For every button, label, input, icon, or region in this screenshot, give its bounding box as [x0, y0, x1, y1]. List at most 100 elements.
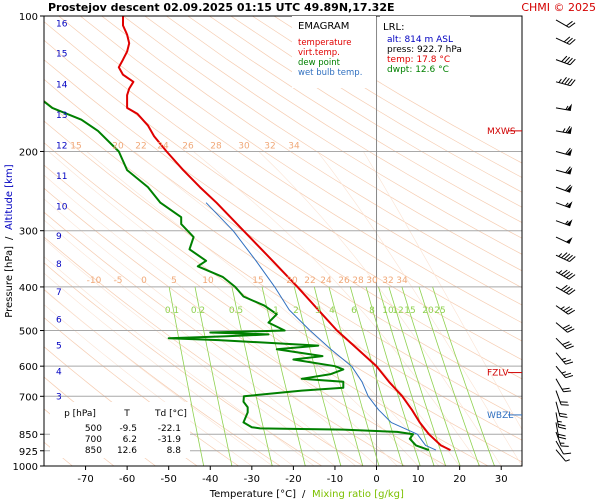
barb-half — [565, 220, 569, 225]
legend-box: EMAGRAM temperature virt.temp. dew point… — [292, 16, 376, 88]
barb-full — [564, 77, 570, 85]
barb-pennant — [566, 167, 573, 174]
barb-half — [561, 357, 566, 361]
x-tick-label: -70 — [77, 474, 93, 485]
dry-adiabat — [44, 21, 522, 342]
isotherm-label: 30 — [366, 276, 378, 286]
mixing-ratio-label: 6 — [351, 306, 357, 316]
level-label-fzlv: FZLV — [487, 369, 509, 379]
barb-full — [561, 252, 568, 259]
altitude-tick-label: 14 — [56, 81, 68, 91]
series-line-temperature — [117, 16, 451, 451]
isotherm-label: 32 — [264, 141, 275, 151]
table-cell: 700 — [85, 435, 102, 445]
dry-adiabat — [44, 59, 522, 380]
table-cell: 500 — [85, 424, 102, 434]
isotherm-label: 20 — [112, 141, 124, 151]
level-label-wbzl: WBZL — [487, 411, 513, 421]
x-tick-label: 10 — [412, 474, 425, 485]
barb-full — [566, 287, 573, 294]
y-tick-label: 850 — [19, 430, 38, 441]
legend-item-dew-point: dew point — [298, 58, 341, 68]
x-tick-label: -20 — [285, 474, 301, 485]
lrl-box: LRL: alt: 814 m ASL press: 922.7 hPa tem… — [380, 16, 470, 80]
wind-barb — [555, 449, 570, 462]
barb-full — [569, 256, 576, 262]
y-tick-label: 1000 — [13, 462, 38, 473]
mixing-ratio-line — [388, 286, 447, 466]
dry-adiabat — [44, 39, 522, 361]
barb-pennant — [566, 201, 573, 208]
isotherm-label: 15 — [252, 276, 263, 286]
wind-barb — [555, 284, 576, 295]
barb-full — [563, 271, 571, 277]
barb-full — [565, 375, 574, 379]
plot-frame — [43, 15, 523, 467]
barb-pennant — [566, 103, 572, 111]
barb-full — [567, 78, 573, 86]
wind-barb — [555, 184, 573, 193]
barb-full — [568, 309, 576, 315]
barb-full — [563, 452, 572, 455]
mixing-ratio-line — [231, 286, 273, 466]
mixing-ratio-line — [349, 286, 404, 466]
barb-full — [560, 284, 568, 291]
isotherm-label: 26 — [338, 276, 350, 286]
barb-shaft — [555, 202, 571, 209]
wind-barb — [555, 352, 574, 365]
barb-shaft — [555, 186, 571, 193]
isotherm-label: 24 — [157, 141, 169, 151]
isotherm-label: 32 — [382, 276, 393, 286]
barb-full — [562, 341, 570, 346]
x-axis-title-2: Mixing ratio [g/kg] — [312, 489, 404, 500]
y-tick-label: 600 — [19, 362, 38, 373]
mixing-ratio-label: 8 — [369, 306, 375, 316]
wind-barb — [555, 77, 576, 87]
barb-full — [565, 361, 574, 365]
dry-adiabat — [166, 16, 522, 239]
wind-barb — [555, 337, 574, 350]
level-label-mxws: MXWS — [487, 127, 516, 137]
barb-shaft — [555, 151, 571, 156]
mixing-ratio-label: 15 — [404, 306, 415, 316]
altitude-tick-label: 11 — [56, 172, 67, 182]
barb-half — [562, 128, 566, 133]
isotherm-label: 5 — [171, 276, 177, 286]
barb-full — [566, 20, 573, 27]
x-tick-label: -40 — [202, 474, 218, 485]
series-line-wet-bulb-temp — [205, 202, 437, 451]
header-bar: Prostejov descent 02.09.2025 01:15 UTC 4… — [0, 0, 600, 16]
isotherm-label: 22 — [135, 141, 146, 151]
mixing-ratio-line — [432, 286, 495, 466]
barb-full — [560, 401, 568, 403]
dry-adiabat — [187, 16, 522, 223]
wind-barb — [555, 36, 576, 45]
levels-table: p [hPa] T Td [°C] 500 -9.5 -22.1 700 6.2… — [50, 402, 190, 458]
x-tick-label: 0 — [373, 474, 379, 485]
barb-pennant — [565, 237, 573, 244]
barb-half — [558, 270, 563, 274]
altitude-tick-label: 16 — [56, 20, 68, 30]
barb-pennant — [566, 126, 572, 134]
dry-adiabat — [101, 16, 522, 289]
lrl-pressure: press: 922.7 hPa — [387, 45, 462, 55]
wind-barb — [555, 55, 576, 66]
barb-full — [566, 345, 574, 350]
barb-full — [565, 308, 573, 313]
barb-full — [560, 269, 568, 276]
copyright-link[interactable]: CHMI © 2025 — [521, 1, 596, 14]
y-tick-label: 200 — [19, 147, 38, 158]
barb-full — [565, 184, 571, 191]
mixing-ratio-line — [401, 286, 461, 466]
barb-full — [563, 286, 571, 292]
table-cell: 850 — [85, 446, 102, 456]
altitude-tick-label: 12 — [56, 142, 67, 152]
altitude-tick-label: 15 — [56, 49, 67, 59]
barb-full — [565, 125, 571, 133]
mixing-ratio-line — [313, 286, 364, 466]
mixing-ratio-line — [378, 286, 435, 466]
y-tick-label: 925 — [19, 447, 38, 458]
wind-barb — [555, 19, 576, 28]
y-axis-title: Pressure [hPa] — [4, 246, 15, 318]
